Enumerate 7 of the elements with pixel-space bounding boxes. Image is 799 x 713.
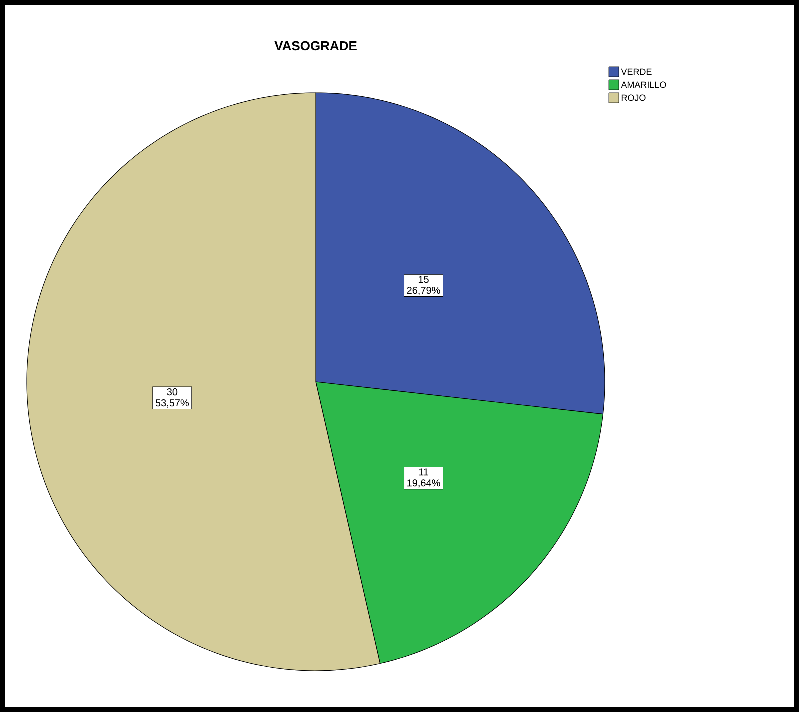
legend-label: ROJO <box>622 94 646 102</box>
legend-label: AMARILLO <box>621 82 666 88</box>
data-label: 15 26,79% <box>407 276 440 296</box>
data-label: 11 19,64% <box>408 468 440 488</box>
legend-label: VERDE <box>621 68 652 76</box>
chart-title: VASOGRADE <box>274 41 357 51</box>
data-label: 30 53,57% <box>156 388 190 408</box>
